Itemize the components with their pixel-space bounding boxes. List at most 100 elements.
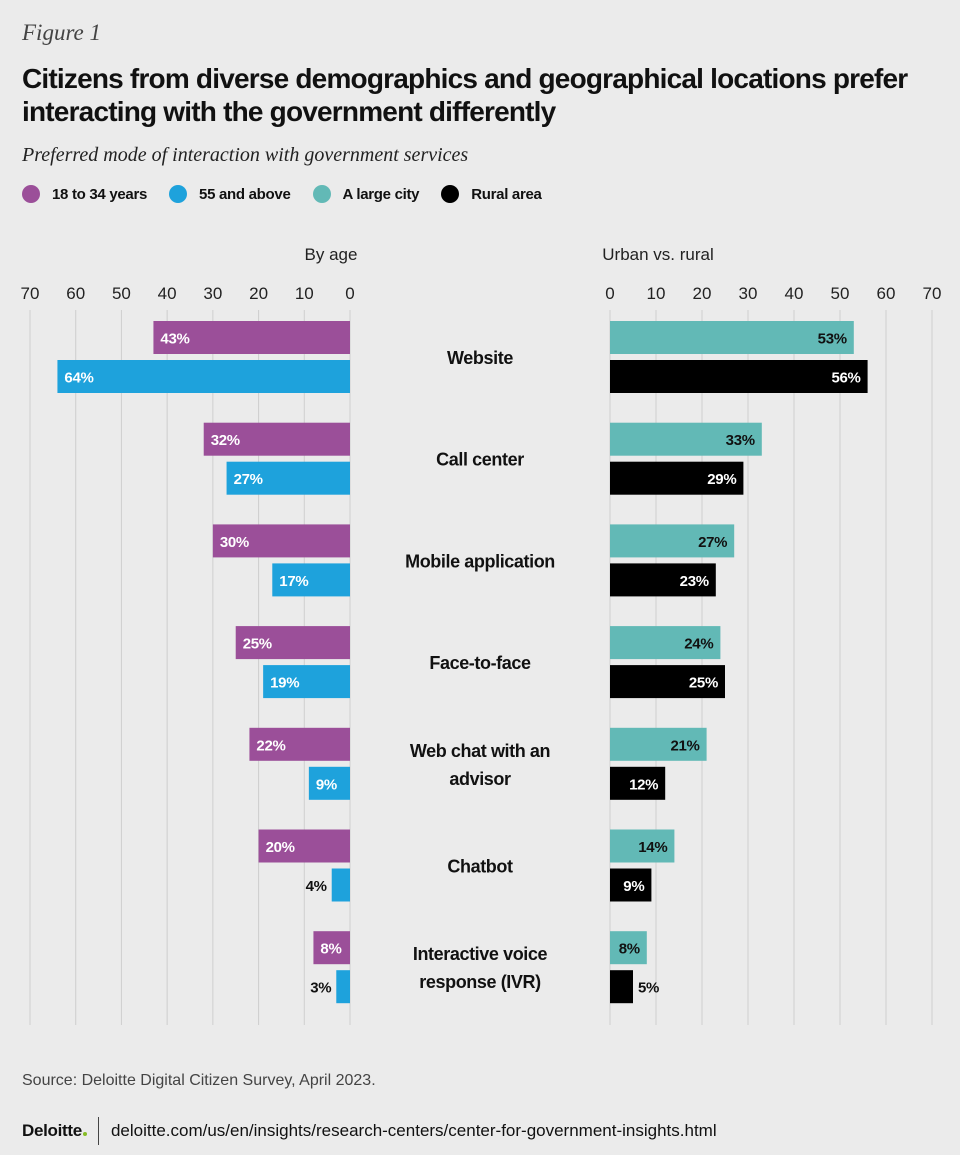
bar-rural-area-face-to-face (610, 665, 725, 699)
value-label-a-large-city-website: 53% (818, 331, 847, 348)
bar-18-to-34-years-web-chat-with-an-advisor (249, 727, 350, 761)
legend-label-rural: Rural area (471, 185, 542, 203)
value-label-18-to-34-years-interactive-voice-response-ivr: 8% (320, 941, 341, 958)
category-label-chatbot: Chatbot (447, 857, 513, 877)
category-label-mobile-application: Mobile application (405, 551, 555, 571)
tick-label-urban-vs-rural-40: 40 (785, 284, 804, 303)
bar-55-and-above-face-to-face (263, 665, 350, 699)
bar-rural-area-mobile-application (610, 563, 716, 597)
value-label-rural-area-chatbot: 9% (623, 878, 644, 895)
bar-rural-area-web-chat-with-an-advisor (610, 766, 666, 800)
deloitte-logo: Deloitte (22, 1121, 87, 1141)
bar-a-large-city-chatbot (610, 829, 675, 863)
value-label-a-large-city-interactive-voice-response-ivr: 8% (619, 941, 640, 958)
bar-55-and-above-website (57, 360, 351, 393)
bar-a-large-city-call-center (610, 422, 762, 456)
legend-label-large-city: A large city (342, 185, 420, 203)
tick-label-by-age-60: 60 (66, 284, 85, 303)
bar-18-to-34-years-interactive-voice-response-ivr (313, 931, 350, 965)
bar-55-and-above-interactive-voice-response-ivr (336, 970, 350, 1004)
bar-55-and-above-call-center (226, 461, 350, 495)
legend-item-55-above: 55 and above (169, 185, 291, 203)
legend-swatch-55-above (169, 185, 188, 203)
bar-55-and-above-mobile-application (272, 563, 350, 597)
value-label-18-to-34-years-mobile-application: 30% (220, 534, 249, 551)
panel-title-urban-vs-rural: Urban vs. rural (602, 245, 713, 264)
bar-18-to-34-years-chatbot (258, 829, 350, 863)
legend-label-18-34: 18 to 34 years (52, 185, 148, 203)
tick-label-by-age-20: 20 (249, 284, 268, 303)
category-label-web-chat-with-an-advisor: Web chat with an advisor (410, 741, 550, 789)
tick-label-urban-vs-rural-0: 0 (605, 284, 614, 303)
value-label-55-and-above-call-center: 27% (234, 471, 263, 488)
bars (57, 321, 868, 1004)
value-label-rural-area-face-to-face: 25% (689, 675, 718, 692)
value-label-a-large-city-web-chat-with-an-advisor: 21% (670, 737, 699, 754)
category-label-interactive-voice-response-ivr: Interactive voice response (IVR) (413, 944, 548, 992)
tick-label-by-age-30: 30 (203, 284, 222, 303)
tick-label-urban-vs-rural-10: 10 (647, 284, 666, 303)
tick-label-urban-vs-rural-50: 50 (831, 284, 850, 303)
axes: By age 0 10 20 30 40 50 60 70 Urban vs. rural 0 10 2… (21, 245, 942, 303)
footer-url[interactable]: deloitte.com/us/en/insights/research-cen… (110, 1121, 717, 1140)
tick-label-by-age-50: 50 (112, 284, 131, 303)
legend-item-large-city: A large city (312, 185, 420, 203)
tick-label-by-age-10: 10 (295, 284, 314, 303)
value-label-18-to-34-years-face-to-face: 25% (243, 636, 272, 653)
figure-label: Figure 1 (22, 20, 101, 45)
tick-label-urban-vs-rural-60: 60 (877, 284, 896, 303)
chart-title: Citizens from diverse demographics and g… (22, 63, 908, 127)
tick-label-by-age-40: 40 (158, 284, 177, 303)
bar-rural-area-call-center (610, 461, 744, 495)
bar-rural-area-chatbot (610, 868, 652, 902)
brand-dot (82, 1132, 87, 1136)
tick-label-urban-vs-rural-30: 30 (739, 284, 758, 303)
source-note: Source: Deloitte Digital Citizen Survey,… (22, 1072, 376, 1089)
value-label-rural-area-call-center: 29% (707, 471, 736, 488)
bar-rural-area-interactive-voice-response-ivr (610, 970, 633, 1004)
bar-55-and-above-chatbot (331, 868, 350, 902)
value-label-18-to-34-years-website: 43% (160, 331, 189, 348)
value-label-18-to-34-years-chatbot: 20% (266, 839, 295, 856)
value-label-18-to-34-years-call-center: 32% (211, 432, 240, 449)
value-label-rural-area-interactive-voice-response-ivr: 5% (638, 980, 659, 997)
value-label-rural-area-mobile-application: 23% (680, 573, 709, 590)
footer-divider (97, 1117, 99, 1145)
bar-a-large-city-website (610, 321, 854, 354)
category-label-website: Website (447, 348, 513, 368)
panel-title-by-age: By age (305, 245, 358, 264)
legend-item-rural: Rural area (441, 185, 542, 203)
bar-18-to-34-years-face-to-face (235, 626, 350, 660)
bar-55-and-above-web-chat-with-an-advisor (308, 766, 350, 800)
tick-label-by-age-70: 70 (21, 284, 40, 303)
legend: 18 to 34 years 55 and above A large city… (22, 185, 542, 203)
value-label-a-large-city-call-center: 33% (726, 432, 755, 449)
bar-18-to-34-years-call-center (203, 422, 350, 456)
legend-swatch-rural (441, 185, 460, 203)
legend-swatch-large-city (312, 185, 331, 203)
tick-label-urban-vs-rural-20: 20 (693, 284, 712, 303)
value-label-rural-area-web-chat-with-an-advisor: 12% (629, 776, 658, 793)
bar-a-large-city-face-to-face (610, 626, 721, 660)
bar-18-to-34-years-mobile-application (212, 524, 350, 558)
value-label-55-and-above-website: 64% (64, 370, 93, 387)
footer: Deloitte deloitte.com/us/en/insights/res… (22, 1117, 717, 1145)
category-label-face-to-face: Face-to-face (429, 653, 531, 673)
legend-item-18-34: 18 to 34 years (22, 185, 147, 203)
value-label-55-and-above-web-chat-with-an-advisor: 9% (316, 776, 337, 793)
tick-label-urban-vs-rural-70: 70 (923, 284, 942, 303)
brand-name: Deloitte (22, 1121, 82, 1140)
bar-a-large-city-web-chat-with-an-advisor (610, 727, 707, 761)
category-label-call-center: Call center (436, 450, 524, 470)
value-label-rural-area-website: 56% (831, 370, 860, 387)
value-label-a-large-city-mobile-application: 27% (698, 534, 727, 551)
value-label-a-large-city-chatbot: 14% (638, 839, 667, 856)
legend-swatch-18-34 (22, 185, 40, 203)
bar-18-to-34-years-website (153, 321, 350, 354)
value-label-a-large-city-face-to-face: 24% (684, 636, 713, 653)
bar-a-large-city-mobile-application (610, 524, 735, 558)
labels: 43% 32% 30% 25% 22% 20% 8% 64% 27% 17% 19% 9% 4% 3% 53… (64, 331, 860, 997)
chart-subtitle: Preferred mode of interaction with gover… (22, 144, 469, 166)
value-label-55-and-above-interactive-voice-response-ivr: 3% (310, 980, 331, 997)
value-label-55-and-above-face-to-face: 19% (270, 675, 299, 692)
